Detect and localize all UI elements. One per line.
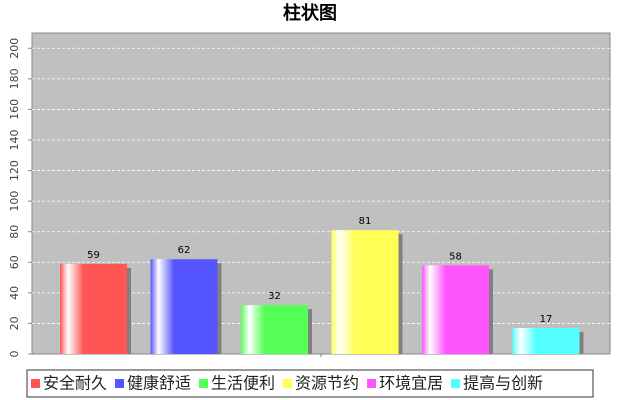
value-label: 58 — [449, 251, 462, 262]
bar — [331, 230, 399, 354]
legend-swatch — [283, 379, 293, 388]
value-label: 32 — [268, 291, 281, 302]
value-label: 62 — [178, 245, 191, 256]
y-tick-label: 180 — [8, 68, 21, 89]
legend-label: 资源节约 — [295, 374, 359, 393]
bar — [150, 259, 218, 354]
legend-label: 生活便利 — [211, 374, 275, 393]
y-tick-label: 120 — [8, 160, 21, 181]
value-label: 59 — [87, 250, 100, 261]
legend-label: 安全耐久 — [43, 374, 107, 393]
y-tick-label: 20 — [8, 316, 21, 330]
legend-swatch — [31, 379, 40, 388]
bar — [512, 328, 580, 354]
legend-label: 健康舒适 — [127, 374, 191, 393]
y-tick-label: 100 — [8, 191, 21, 212]
y-tick-label: 40 — [8, 286, 21, 300]
y-tick-label: 0 — [8, 351, 21, 358]
bar — [60, 263, 127, 354]
y-tick-label: 160 — [8, 99, 21, 120]
legend-label: 环境宜居 — [379, 374, 443, 393]
legend-label: 提高与创新 — [463, 374, 543, 393]
y-tick-label: 140 — [8, 130, 21, 151]
legend-swatch — [367, 379, 377, 388]
legend-swatch — [115, 379, 125, 388]
y-tick-label: 80 — [8, 225, 21, 239]
value-label: 81 — [359, 216, 372, 227]
y-tick-label: 60 — [8, 255, 21, 269]
value-label: 17 — [540, 314, 553, 325]
bar — [241, 305, 308, 354]
legend-swatch — [199, 379, 209, 388]
bar — [422, 265, 489, 354]
legend-swatch — [451, 379, 461, 388]
chart-title: 柱状图 — [283, 2, 337, 24]
y-tick-label: 200 — [8, 38, 21, 59]
